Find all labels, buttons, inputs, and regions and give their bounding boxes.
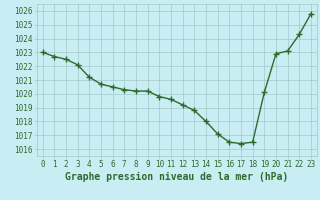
X-axis label: Graphe pression niveau de la mer (hPa): Graphe pression niveau de la mer (hPa) <box>65 172 288 182</box>
